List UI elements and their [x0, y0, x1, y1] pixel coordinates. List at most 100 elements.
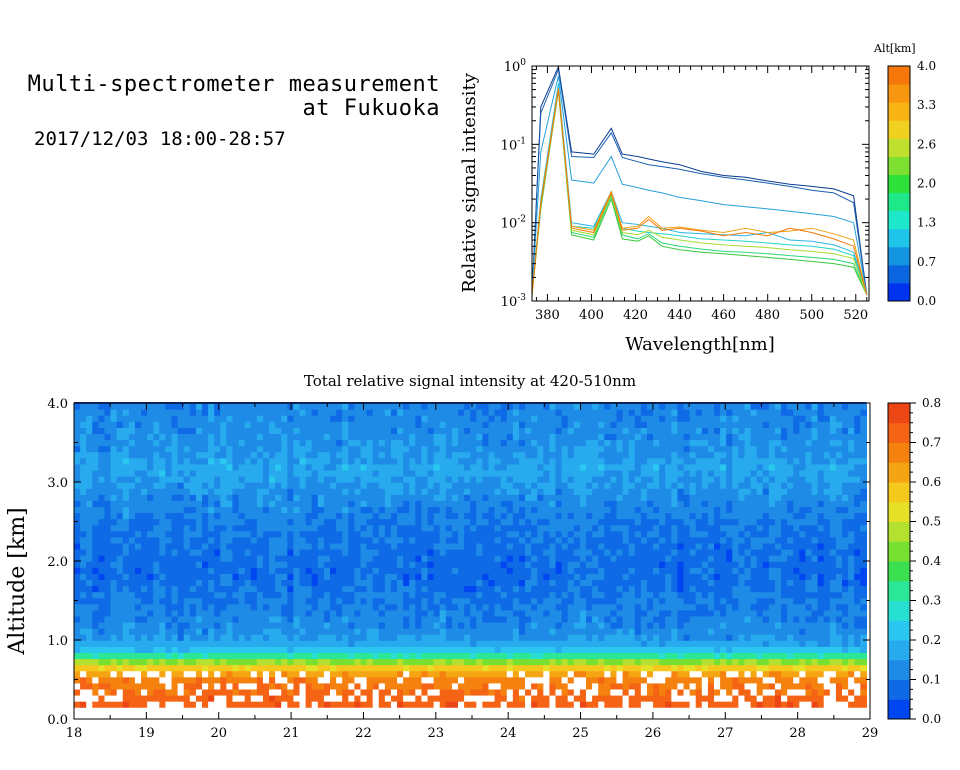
heatmap-cell [311, 688, 319, 696]
heatmap-cell [634, 567, 642, 574]
heatmap-cell [305, 421, 313, 428]
heatmap-cell [537, 482, 544, 489]
heatmap-cell [445, 451, 453, 459]
heatmap-cell [208, 482, 215, 489]
heatmap-cell [360, 579, 368, 587]
heatmap-cell [409, 567, 416, 574]
heatmap-cell [451, 500, 459, 508]
heatmap-cell [433, 524, 441, 532]
heatmap-cell [269, 518, 276, 526]
heatmap-cell [439, 670, 447, 678]
heatmap-cell [299, 469, 307, 477]
heatmap-cell [537, 506, 544, 514]
heatmap-cell [653, 482, 660, 489]
heatmap-cell [579, 603, 587, 611]
heatmap-cell [592, 427, 599, 435]
heatmap-cell [366, 670, 374, 678]
heatmap-cell [220, 524, 227, 532]
heatmap-cell [159, 439, 167, 447]
heatmap-cell [543, 688, 551, 696]
heatmap-cell [518, 694, 526, 702]
heatmap-cell [476, 469, 483, 477]
heatmap-cell [92, 530, 99, 538]
heatmap-cell [512, 585, 520, 593]
heatmap-cell [98, 482, 106, 489]
heatmap-cell [451, 494, 459, 501]
heatmap-cell [592, 542, 599, 550]
heatmap-cell [384, 457, 392, 465]
heatmap-cell [208, 512, 215, 520]
heatmap-cell [250, 646, 258, 653]
heatmap-cell [74, 567, 81, 574]
heatmap-cell [80, 585, 87, 593]
heatmap-cell [305, 482, 313, 489]
heatmap-cell [622, 530, 630, 538]
heatmap-cell [476, 536, 483, 544]
heatmap-cell [653, 500, 660, 508]
heatmap-cell [531, 646, 538, 653]
heatmap-cell [427, 640, 435, 647]
heatmap-cell [616, 482, 624, 489]
heatmap-cell [281, 433, 288, 441]
heatmap-cell [549, 652, 557, 660]
heatmap-cell [80, 597, 87, 605]
heatmap-cell [177, 439, 185, 447]
heatmap-cell [226, 427, 234, 435]
heatmap-cell [330, 561, 337, 568]
heatmap-cell [555, 500, 563, 508]
heatmap-cell [183, 646, 191, 653]
heatmap-cell [415, 548, 423, 556]
heatmap-cell [451, 415, 459, 422]
heatmap-cell [390, 561, 398, 568]
heatmap-cell [195, 506, 203, 514]
heatmap-cell [476, 476, 483, 483]
heatmap-cell [153, 488, 160, 495]
heatmap-cell [147, 628, 154, 635]
heatmap-cell [360, 524, 368, 532]
heatmap-cell [476, 530, 483, 538]
heatmap-cell [214, 518, 221, 526]
heatmap-cell [153, 628, 160, 635]
heatmap-cell [208, 658, 215, 666]
heatmap-cell [299, 500, 307, 508]
heatmap-cell [165, 555, 173, 562]
heatmap-cell [330, 512, 337, 520]
heatmap-cell [397, 682, 404, 690]
heatmap-cell [220, 579, 227, 587]
heatmap-cell [256, 482, 264, 489]
heatmap-cell [269, 548, 276, 556]
heatmap-cell [640, 494, 648, 501]
heatmap-cell [537, 439, 544, 447]
heatmap-cell [330, 555, 337, 562]
heatmap-cell [348, 445, 355, 453]
heatmap-cell [403, 476, 410, 483]
heatmap-cell [348, 427, 355, 435]
heatmap-cell [561, 488, 569, 495]
heatmap-cell [110, 652, 118, 660]
heatmap-cell [360, 500, 368, 508]
heatmap-cell [299, 609, 307, 617]
heatmap-cell [640, 628, 648, 635]
heatmap-cell [183, 463, 191, 471]
heatmap-cell [610, 597, 618, 605]
heatmap-cell [646, 585, 654, 593]
heatmap-cell [232, 536, 240, 544]
heatmap-cell [86, 670, 93, 678]
heatmap-cell [653, 536, 660, 544]
heatmap-cell [104, 536, 112, 544]
heatmap-cell [598, 646, 605, 653]
heatmap-cell [500, 530, 508, 538]
heatmap-cell [653, 676, 660, 684]
heatmap-cell [646, 506, 654, 514]
heatmap-cell [482, 694, 490, 702]
heatmap-cell [311, 457, 319, 465]
heatmap-cell [579, 585, 587, 593]
heatmap-cell [476, 603, 483, 611]
heatmap-cell [305, 591, 313, 599]
heatmap-cell [378, 628, 386, 635]
heatmap-cell [269, 427, 276, 435]
heatmap-cell [598, 403, 605, 410]
heatmap-cell [226, 701, 234, 708]
heatmap-cell [567, 542, 575, 550]
heatmap-cell [134, 652, 142, 660]
